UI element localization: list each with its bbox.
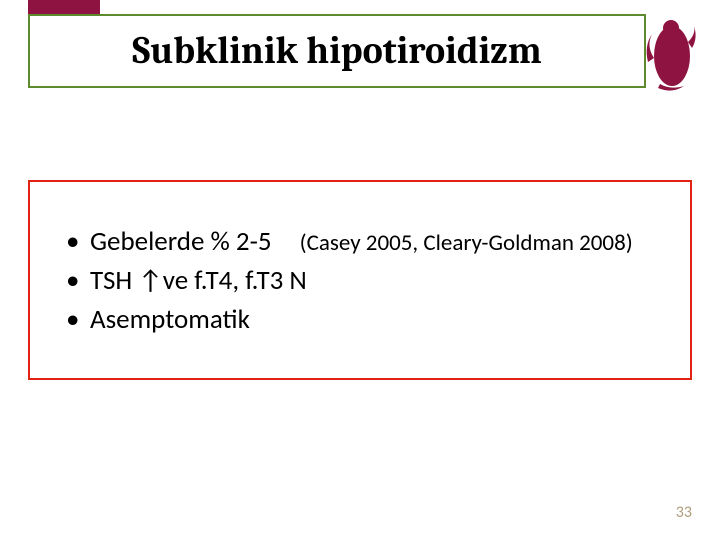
list-item: TSH ↑ve f.T4, f.T3 N [66,261,680,300]
bullet-text: TSH ↑ve f.T4, f.T3 N [90,264,307,297]
bullet-list: Gebelerde % 2-5 (Casey 2005, Cleary-Gold… [66,222,680,339]
corner-logo [640,12,700,92]
page-number: 33 [676,503,692,522]
bullet-citation: (Casey 2005, Cleary-Goldman 2008) [300,229,633,257]
bullet-text: Asemptomatik [90,303,250,336]
accent-bar [28,0,100,14]
content-container: Gebelerde % 2-5 (Casey 2005, Cleary-Gold… [28,180,692,380]
bullet-text: Gebelerde % 2-5 [90,225,272,258]
list-item: Gebelerde % 2-5 (Casey 2005, Cleary-Gold… [66,222,680,261]
title-container: Subklinik hipotiroidizm [28,14,646,88]
slide-title: Subklinik hipotiroidizm [132,29,541,73]
list-item: Asemptomatik [66,300,680,339]
